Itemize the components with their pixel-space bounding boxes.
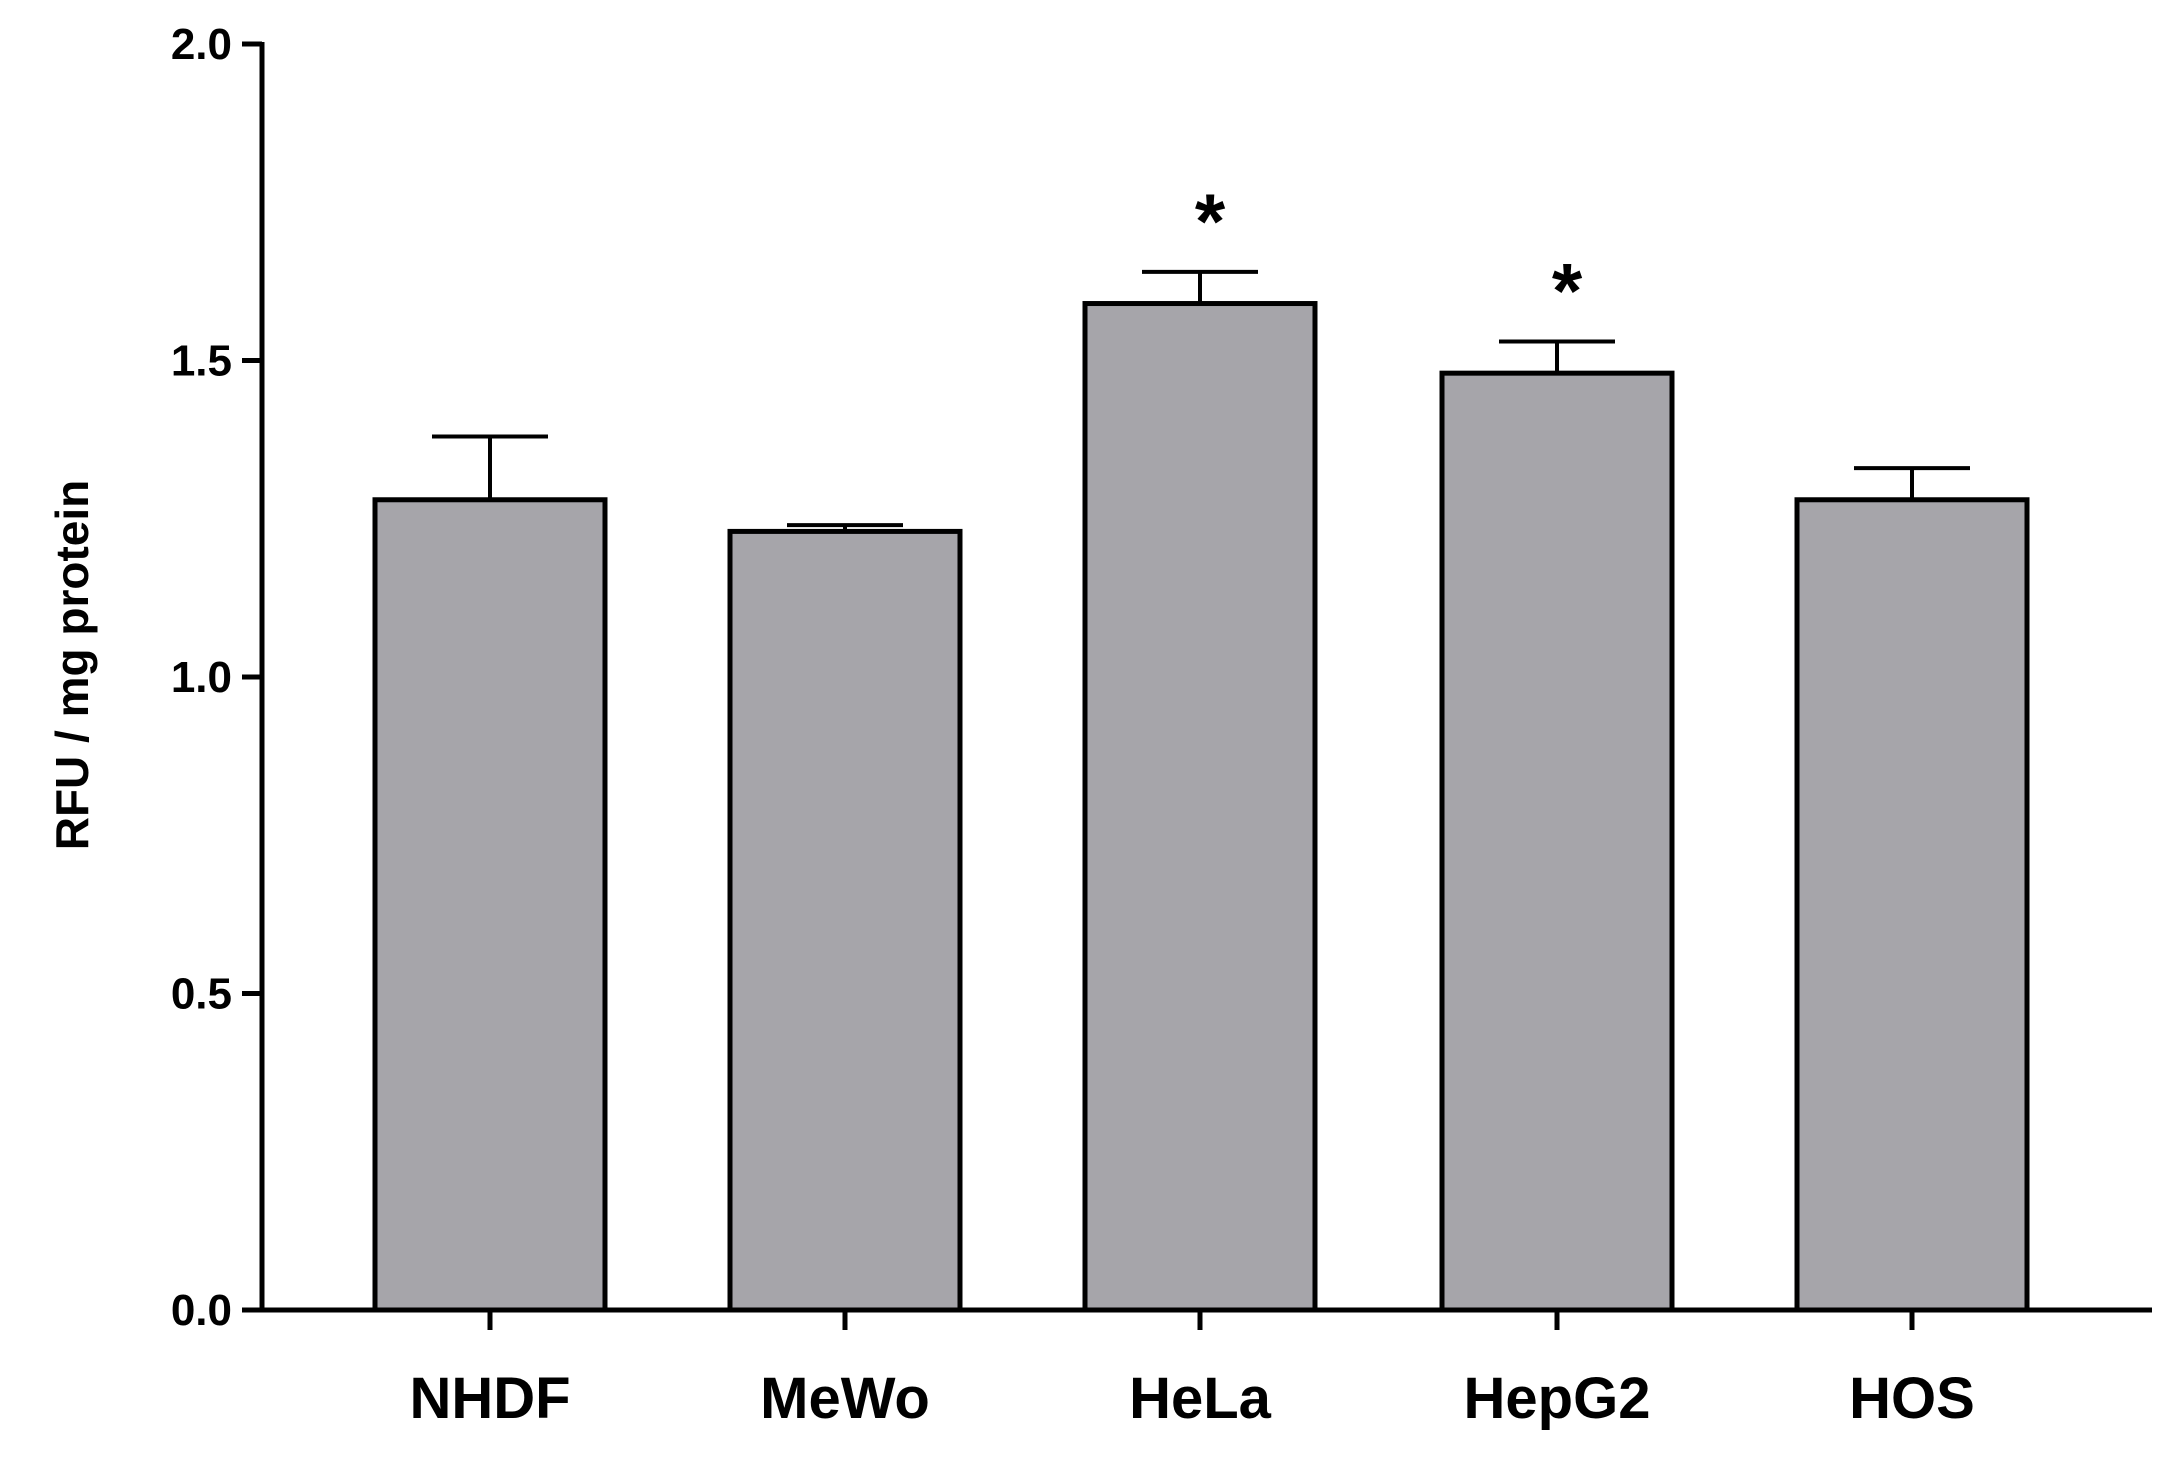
bar-mewo [727, 528, 963, 1313]
significance-marker: * [1195, 177, 1226, 265]
y-axis-title: RFU / mg protein [46, 480, 98, 851]
y-ticks-group: 0.0 0.5 1.0 1.5 2.0 [171, 20, 262, 1335]
bar-hepg2 [1439, 370, 1675, 1313]
bar-hela [1082, 301, 1318, 1313]
x-tick-label-nhdf: NHDF [409, 1366, 570, 1431]
y-tick-label: 2.0 [171, 20, 232, 69]
x-tick-label-mewo: MeWo [760, 1366, 930, 1431]
bars-group [372, 301, 2030, 1313]
y-tick-label: 1.5 [171, 337, 232, 386]
y-tick-label: 0.0 [171, 1286, 232, 1335]
error-bars-group [432, 269, 1970, 532]
x-tick-label-hepg2: HepG2 [1464, 1366, 1651, 1431]
y-tick-label: 1.0 [171, 653, 232, 702]
bar-nhdf [372, 497, 608, 1313]
x-ticks-group: NHDF MeWo HeLa HepG2 HOS [409, 1310, 1975, 1431]
significance-marker: * [1552, 247, 1583, 335]
x-tick-label-hos: HOS [1849, 1366, 1975, 1431]
x-tick-label-hela: HeLa [1129, 1366, 1272, 1431]
significance-group: ** [1195, 177, 1583, 335]
y-tick-label: 0.5 [171, 970, 232, 1019]
bar-hos [1794, 497, 2030, 1313]
